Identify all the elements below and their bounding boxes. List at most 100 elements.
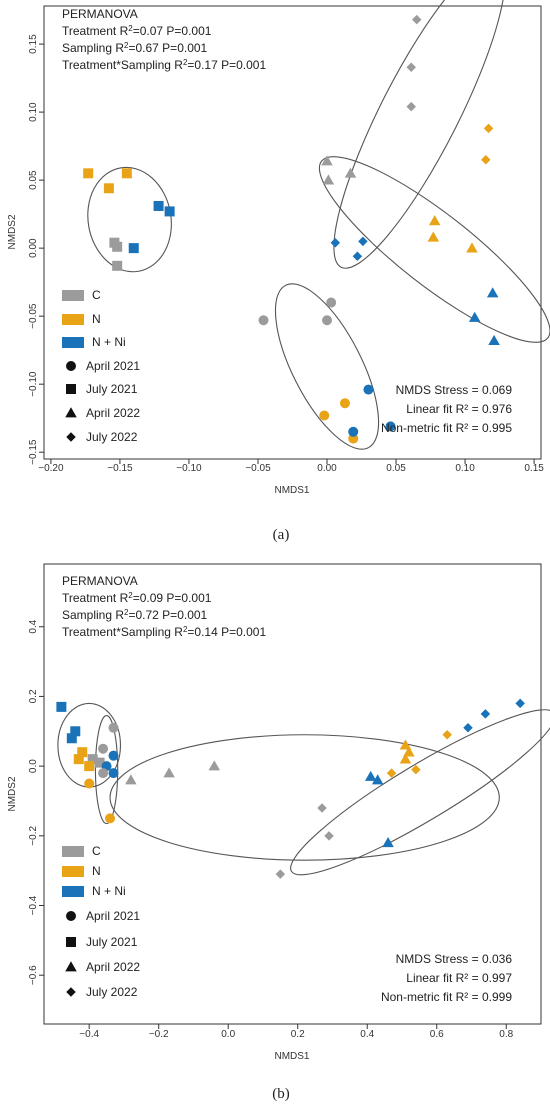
data-point-n-triangle: [403, 746, 415, 757]
y-tick-label: −0.10: [28, 371, 39, 397]
x-tick-label: 0.05: [386, 463, 406, 474]
data-point-n-square: [103, 183, 114, 194]
fit-stat-line: Non-metric fit R² = 0.999: [381, 990, 512, 1004]
data-point-c-diamond: [317, 803, 327, 813]
permanova-line: Treatment R2=0.09 P=0.001: [62, 591, 212, 605]
data-point-n-ni-circle: [108, 750, 119, 761]
permanova-line: Sampling R2=0.67 P=0.001: [62, 41, 208, 55]
data-point-n-ni-circle: [108, 768, 119, 779]
panel-label-a: (a): [273, 527, 290, 543]
group-ellipse: [333, 0, 506, 269]
legend-label-july-2022: July 2022: [86, 985, 138, 999]
y-tick-label: −0.05: [28, 303, 39, 329]
data-point-n-ni-triangle: [468, 311, 481, 322]
data-point-c-square: [87, 754, 98, 765]
x-tick-label: −0.10: [176, 463, 202, 474]
data-point-n-ni-square: [56, 701, 67, 712]
data-point-c-triangle: [321, 155, 333, 166]
legend-label-n: N: [92, 864, 101, 878]
permanova-line: Treatment*Sampling R2=0.14 P=0.001: [62, 625, 266, 639]
x-tick-label: −0.20: [38, 463, 64, 474]
data-point-n-square: [83, 168, 94, 179]
data-point-n-ni-triangle: [364, 770, 377, 781]
data-point-n-square: [84, 761, 95, 772]
fit-stat-line: Linear fit R² = 0.997: [406, 971, 512, 985]
data-point-n-circle: [319, 410, 330, 421]
legend-marker-square: [66, 937, 76, 947]
data-point-n-diamond: [411, 764, 421, 775]
permanova-title: PERMANOVA: [62, 7, 138, 21]
data-point-c-diamond: [324, 831, 334, 841]
plot-frame-a: [43, 5, 542, 460]
legend-label-july-2022: July 2022: [86, 430, 138, 444]
legend-label-c: C: [92, 288, 101, 302]
y-axis-label-b: NMDS2: [7, 776, 18, 811]
data-point-n-ni-diamond: [515, 698, 525, 709]
data-point-n-diamond: [481, 154, 491, 165]
plot-marks-a: −0.20 −0.15 −0.10 −0.05 0.00 0.05 0.10 0.15−0.1…: [28, 0, 550, 474]
data-point-n-ni-diamond: [352, 251, 363, 262]
data-point-n-ni-square: [128, 243, 139, 254]
x-tick-label: 0.10: [455, 463, 475, 474]
data-point-c-square: [112, 260, 123, 271]
data-point-n-square: [121, 168, 132, 179]
data-point-n-ni-circle: [363, 384, 374, 395]
x-axis-label-b: NMDS1: [274, 1051, 309, 1062]
fit-stat-line: NMDS Stress = 0.069: [396, 383, 513, 397]
legend-marker-circle: [66, 361, 76, 371]
x-tick-label: 0.2: [291, 1029, 305, 1040]
fit-stat-line: Non-metric fit R² = 0.995: [381, 421, 512, 435]
data-point-n-triangle: [428, 215, 441, 226]
panel-a: −0.20 −0.15 −0.10 −0.05 0.00 0.05 0.10 0.15−0.1…: [7, 0, 550, 543]
legend-swatch-c: [62, 846, 84, 857]
data-point-n-triangle: [466, 242, 478, 253]
plot-frame-b: [43, 563, 542, 1025]
legend-marker-triangle: [65, 961, 77, 972]
x-axis-label-a: NMDS1: [274, 485, 309, 496]
data-point-c-circle: [98, 768, 109, 779]
data-point-n-ni-diamond: [463, 723, 473, 733]
y-axis-label-a: NMDS2: [7, 214, 18, 249]
legend-swatch-n: [62, 314, 84, 325]
x-tick-label: −0.15: [107, 463, 133, 474]
x-tick-label: −0.05: [245, 463, 271, 474]
legend-label-n: N: [92, 312, 101, 326]
data-point-n-ni-triangle: [486, 287, 499, 298]
group-ellipse: [290, 709, 550, 876]
legend-marker-circle: [66, 911, 76, 921]
permanova-line: Sampling R2=0.72 P=0.001: [62, 608, 208, 622]
permanova-line: Treatment*Sampling R2=0.17 P=0.001: [62, 58, 266, 72]
data-point-n-ni-square: [164, 206, 175, 217]
legend-label-april-2022: April 2022: [86, 960, 140, 974]
data-point-n-diamond: [386, 768, 397, 778]
x-tick-label: 0.15: [524, 463, 544, 474]
legend-label-april-2021: April 2021: [86, 359, 140, 373]
data-point-n-ni-triangle: [382, 837, 394, 848]
y-tick-label: 0.10: [28, 102, 39, 122]
data-point-n-square: [73, 754, 84, 765]
data-point-c-diamond: [406, 62, 416, 72]
data-point-c-circle: [322, 315, 333, 326]
legend-label-april-2021: April 2021: [86, 909, 140, 923]
data-point-c-circle: [98, 743, 109, 754]
data-point-n-square: [77, 747, 88, 758]
legend-swatch-n-ni: [62, 886, 84, 897]
legend-label-n-ni: N + Ni: [92, 884, 126, 898]
legend-label-c: C: [92, 844, 101, 858]
legend-marker-triangle: [65, 407, 77, 418]
x-tick-label: 0.6: [430, 1029, 444, 1040]
data-point-n-ni-triangle: [488, 334, 500, 345]
data-point-n-ni-square: [66, 733, 77, 744]
data-point-c-diamond: [406, 101, 416, 112]
legend-marker-square: [66, 384, 76, 394]
data-point-n-ni-square: [153, 200, 164, 211]
data-point-n-circle: [84, 778, 95, 789]
permanova-line: Treatment R2=0.07 P=0.001: [62, 24, 212, 38]
legend-marker-diamond: [66, 987, 76, 997]
data-point-c-square: [94, 757, 105, 768]
data-point-n-ni-diamond: [358, 236, 368, 247]
group-ellipse: [94, 715, 119, 825]
legend-marker-diamond: [66, 432, 76, 442]
y-tick-label: −0.2: [28, 826, 39, 846]
y-tick-label: 0.0: [28, 759, 39, 773]
